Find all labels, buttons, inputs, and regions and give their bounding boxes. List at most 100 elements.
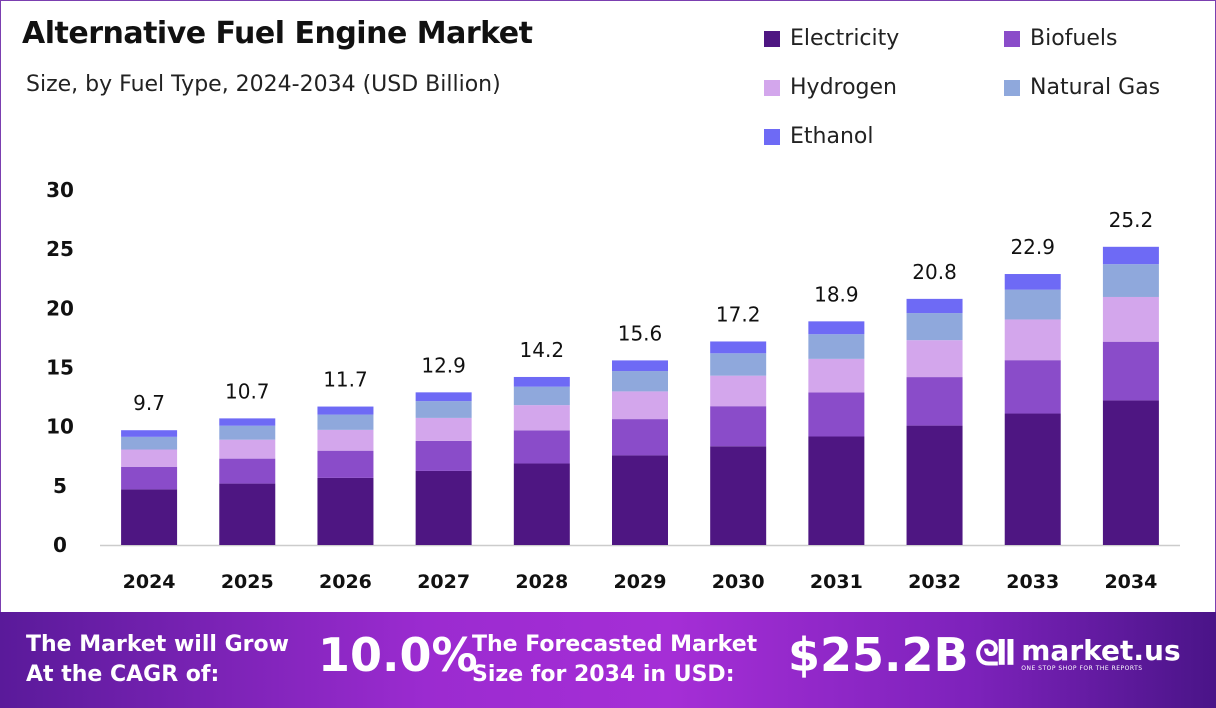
- x-tick-label: 2033: [1006, 571, 1059, 593]
- bar-segment-electricity: [612, 455, 668, 545]
- bar-segment-hydrogen: [612, 391, 668, 420]
- bar-segment-electricity: [906, 425, 963, 545]
- legend-label: Biofuels: [1030, 26, 1118, 51]
- y-tick-label: 30: [46, 178, 74, 202]
- total-data-label: 12.9: [421, 353, 466, 377]
- bar-segment-electricity: [121, 489, 178, 545]
- total-data-label: 25.2: [1109, 208, 1154, 232]
- forecast-value: $25.2B: [788, 628, 969, 682]
- bar-segment-natural-gas: [710, 353, 767, 376]
- bar-segment-electricity: [317, 477, 374, 545]
- y-tick-label: 25: [46, 237, 74, 261]
- x-tick-label: 2030: [712, 571, 765, 593]
- y-tick-label: 10: [46, 415, 74, 439]
- bar-segment-biofuels: [513, 430, 570, 464]
- cagr-label: The Market will Grow At the CAGR of:: [26, 632, 289, 687]
- total-data-label: 20.8: [912, 260, 957, 284]
- bar-segment-hydrogen: [710, 375, 767, 407]
- y-tick-label: 0: [53, 533, 67, 557]
- bar-segment-electricity: [1004, 413, 1061, 545]
- bar-segment-hydrogen: [906, 340, 963, 378]
- x-tick-label: 2026: [319, 571, 372, 593]
- logo-tagline: ONE STOP SHOP FOR THE REPORTS: [1021, 664, 1143, 672]
- bar-segment-ethanol: [808, 321, 865, 335]
- x-tick-label: 2027: [417, 571, 470, 593]
- bar-segment-natural-gas: [612, 371, 668, 392]
- y-tick-label: 5: [53, 474, 67, 498]
- bar-segment-ethanol: [121, 430, 178, 437]
- bar-segment-natural-gas: [808, 334, 865, 359]
- footer-banner: The Market will Grow At the CAGR of: 10.…: [0, 612, 1216, 708]
- x-tick-label: 2031: [810, 571, 863, 593]
- bar-segment-biofuels: [710, 406, 767, 447]
- legend-label: Natural Gas: [1030, 75, 1161, 100]
- bar-segment-biofuels: [121, 466, 178, 490]
- bar-segment-hydrogen: [121, 449, 178, 467]
- legend-swatch: [764, 79, 780, 96]
- bar-segment-ethanol: [710, 341, 767, 354]
- bar-segment-biofuels: [1004, 360, 1061, 414]
- x-tick-label: 2034: [1104, 571, 1157, 593]
- x-tick-label: 2028: [515, 571, 568, 593]
- chart-subtitle: Size, by Fuel Type, 2024-2034 (USD Billi…: [26, 72, 501, 97]
- legend-item: Electricity: [764, 26, 899, 51]
- bar-segment-biofuels: [1102, 341, 1159, 401]
- cagr-value: 10.0%: [318, 628, 478, 682]
- logo-icon: ᘓll: [975, 634, 1016, 674]
- legend-swatch: [1004, 30, 1020, 47]
- bar-segment-electricity: [219, 483, 276, 545]
- legend-label: Electricity: [790, 26, 900, 51]
- bar-segment-ethanol: [513, 376, 570, 387]
- forecast-label: The Forecasted Market Size for 2034 in U…: [472, 632, 758, 687]
- y-tick-label: 15: [46, 356, 74, 380]
- total-data-label: 15.6: [618, 321, 663, 345]
- bar-segment-electricity: [513, 463, 570, 545]
- legend-item: Ethanol: [764, 124, 873, 149]
- bar-segment-natural-gas: [317, 414, 374, 430]
- total-data-label: 18.9: [814, 282, 859, 306]
- total-data-label: 14.2: [520, 338, 565, 362]
- bar-segment-electricity: [415, 470, 472, 545]
- bar-segment-biofuels: [612, 419, 668, 456]
- bar-segment-natural-gas: [1102, 264, 1159, 297]
- legend-item: Biofuels: [1004, 26, 1117, 51]
- bar-segment-hydrogen: [808, 358, 865, 393]
- bar-segment-ethanol: [317, 406, 374, 415]
- bar-segment-natural-gas: [415, 401, 472, 418]
- bar-segment-natural-gas: [219, 425, 276, 440]
- y-tick-label: 20: [46, 296, 74, 320]
- bar-segment-biofuels: [415, 440, 472, 471]
- legend-item: Natural Gas: [1004, 75, 1160, 100]
- legend-label: Hydrogen: [790, 75, 897, 100]
- logo-brand: market.us: [1021, 633, 1181, 667]
- x-tick-label: 2029: [614, 571, 667, 593]
- bar-segment-ethanol: [906, 298, 963, 314]
- bar-segment-hydrogen: [513, 405, 570, 431]
- total-data-label: 17.2: [716, 302, 761, 326]
- total-data-label: 10.7: [225, 379, 270, 403]
- bar-segment-natural-gas: [1004, 289, 1061, 320]
- bar-chart: 0510152025309.7202410.7202511.7202612.92…: [46, 178, 1180, 593]
- total-data-label: 22.9: [1010, 235, 1055, 259]
- legend-label: Ethanol: [790, 124, 874, 149]
- bar-segment-electricity: [808, 436, 865, 545]
- bar-segment-electricity: [710, 446, 767, 545]
- legend-swatch: [1004, 79, 1020, 96]
- legend-item: Hydrogen: [764, 75, 897, 100]
- bar-segment-ethanol: [612, 360, 668, 372]
- bar-segment-hydrogen: [219, 439, 276, 459]
- total-data-label: 9.7: [133, 391, 165, 415]
- x-tick-label: 2024: [123, 571, 176, 593]
- chart-title: Alternative Fuel Engine Market: [22, 16, 533, 51]
- bar-segment-biofuels: [219, 458, 276, 484]
- market-us-logo: ᘓll market.us ONE STOP SHOP FOR THE REPO…: [975, 634, 1181, 674]
- legend-swatch: [764, 30, 780, 47]
- bar-segment-hydrogen: [317, 429, 374, 451]
- bar-segment-biofuels: [317, 450, 374, 478]
- bar-segment-biofuels: [808, 392, 865, 437]
- bar-segment-ethanol: [219, 418, 276, 426]
- bar-segment-ethanol: [415, 392, 472, 402]
- bar-segment-hydrogen: [1004, 319, 1061, 361]
- bar-segment-natural-gas: [513, 386, 570, 406]
- x-tick-label: 2032: [908, 571, 961, 593]
